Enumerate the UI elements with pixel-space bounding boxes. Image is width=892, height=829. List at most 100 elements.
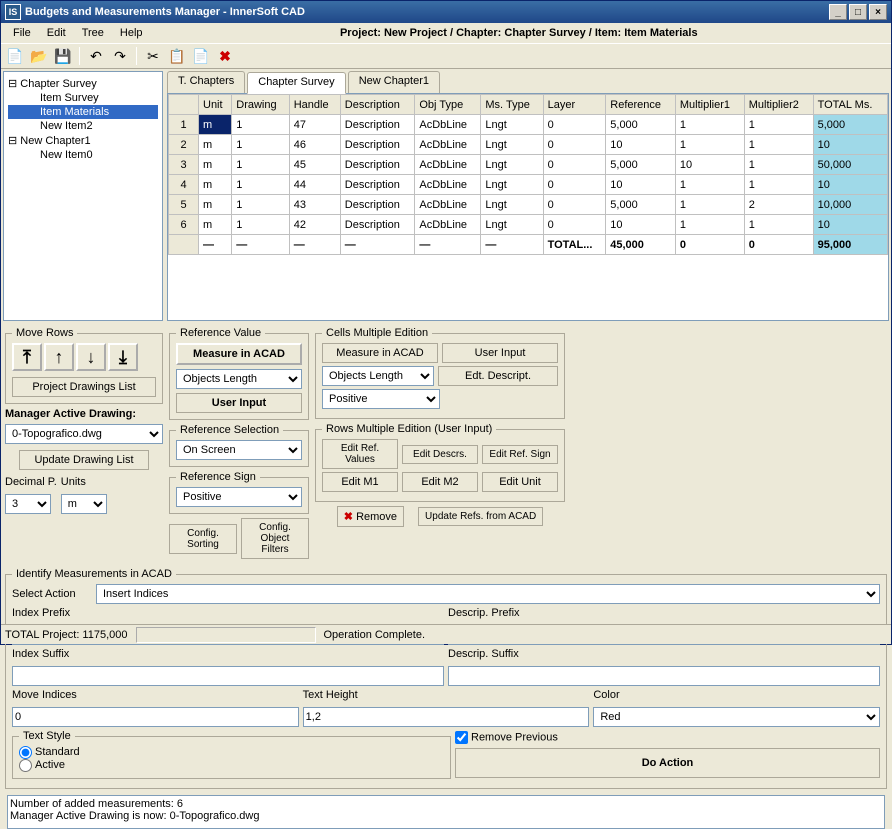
- descrip-prefix-label: Descrip. Prefix: [448, 607, 880, 619]
- edit-descrs-button[interactable]: Edit Descrs.: [402, 445, 478, 464]
- objects-length-select[interactable]: Objects Length: [176, 369, 302, 389]
- col-reference[interactable]: Reference: [606, 95, 676, 115]
- tab-new-chapter1[interactable]: New Chapter1: [348, 71, 440, 93]
- col-drawing[interactable]: Drawing: [232, 95, 289, 115]
- color-select[interactable]: Red: [593, 707, 880, 727]
- col-ms-type[interactable]: Ms. Type: [481, 95, 543, 115]
- tab-t-chapters[interactable]: T. Chapters: [167, 71, 245, 93]
- identify-legend: Identify Measurements in ACAD: [12, 568, 176, 580]
- update-drawing-list-button[interactable]: Update Drawing List: [19, 450, 149, 470]
- edit-m1-button[interactable]: Edit M1: [322, 472, 398, 492]
- cells-user-input-button[interactable]: User Input: [442, 343, 558, 363]
- new-icon[interactable]: 📄: [5, 46, 25, 66]
- text-height-input[interactable]: [303, 707, 590, 727]
- edit-m2-button[interactable]: Edit M2: [402, 472, 478, 492]
- active-radio[interactable]: Active: [19, 759, 65, 771]
- update-refs-acad-button[interactable]: Update Refs. from ACAD: [418, 507, 543, 526]
- config-object-filters-button[interactable]: Config. Object Filters: [241, 518, 309, 559]
- save-icon[interactable]: 💾: [53, 46, 73, 66]
- active-drawing-select[interactable]: 0-Topografico.dwg: [5, 424, 163, 444]
- tree-node-new-item2[interactable]: New Item2: [8, 119, 158, 133]
- select-action-select[interactable]: Insert Indices: [96, 584, 880, 604]
- close-button[interactable]: ×: [869, 4, 887, 20]
- config-sorting-button[interactable]: Config. Sorting: [169, 524, 237, 554]
- reference-sign-select[interactable]: Positive: [176, 487, 302, 507]
- tab-chapter-survey[interactable]: Chapter Survey: [247, 72, 345, 94]
- status-progress: [136, 627, 316, 643]
- status-bar: TOTAL Project: 1175,000 Operation Comple…: [1, 624, 891, 644]
- text-style-group: Text Style Standard Active: [12, 730, 451, 779]
- table-row[interactable]: 2m146DescriptionAcDbLineLngt0101110: [169, 135, 888, 155]
- cells-positive-select[interactable]: Positive: [322, 389, 440, 409]
- table-row[interactable]: 3m145DescriptionAcDbLineLngt05,00010150,…: [169, 155, 888, 175]
- decimal-p-label: Decimal P.: [5, 476, 57, 488]
- edit-unit-button[interactable]: Edit Unit: [482, 472, 558, 492]
- index-prefix-label: Index Prefix: [12, 607, 444, 619]
- tree-node-item-survey[interactable]: Item Survey: [8, 91, 158, 105]
- move-indices-input[interactable]: [12, 707, 299, 727]
- tree-node-chapter-survey[interactable]: Chapter Survey: [8, 76, 158, 91]
- decimal-p-select[interactable]: 3: [5, 494, 51, 514]
- menu-help[interactable]: Help: [112, 25, 151, 41]
- reference-selection-select[interactable]: On Screen: [176, 440, 302, 460]
- tree-node-item-materials[interactable]: Item Materials: [8, 105, 158, 119]
- tree-view[interactable]: Chapter Survey Item Survey Item Material…: [3, 71, 163, 321]
- status-operation: Operation Complete.: [324, 629, 426, 641]
- move-bottom-button[interactable]: ⤓: [108, 343, 138, 371]
- project-path-label: Project: New Project / Chapter: Chapter …: [151, 25, 887, 41]
- menu-edit[interactable]: Edit: [39, 25, 74, 41]
- cells-measure-acad-button[interactable]: Measure in ACAD: [322, 343, 438, 363]
- table-row[interactable]: 4m144DescriptionAcDbLineLngt0101110: [169, 175, 888, 195]
- col-layer[interactable]: Layer: [543, 95, 606, 115]
- edit-descript-button[interactable]: Edt. Descript.: [438, 366, 558, 386]
- edit-ref-sign-button[interactable]: Edit Ref. Sign: [482, 445, 558, 464]
- col-multiplier1[interactable]: Multiplier1: [675, 95, 744, 115]
- do-action-button[interactable]: Do Action: [455, 748, 880, 778]
- tree-node-new-chapter1[interactable]: New Chapter1: [8, 133, 158, 148]
- move-up-button[interactable]: ↑: [44, 343, 74, 371]
- redo-icon[interactable]: ↷: [110, 46, 130, 66]
- move-top-button[interactable]: ⤒: [12, 343, 42, 371]
- col-handle[interactable]: Handle: [289, 95, 340, 115]
- table-row[interactable]: 5m143DescriptionAcDbLineLngt05,0001210,0…: [169, 195, 888, 215]
- col-obj-type[interactable]: Obj Type: [415, 95, 481, 115]
- col-unit[interactable]: Unit: [199, 95, 232, 115]
- paste-icon[interactable]: 📄: [191, 46, 211, 66]
- edit-ref-values-button[interactable]: Edit Ref. Values: [322, 439, 398, 469]
- identify-measurements-group: Identify Measurements in ACAD Select Act…: [5, 568, 887, 789]
- undo-icon[interactable]: ↶: [86, 46, 106, 66]
- user-input-button[interactable]: User Input: [176, 393, 302, 413]
- data-grid[interactable]: Unit Drawing Handle Description Obj Type…: [167, 93, 889, 321]
- tree-node-new-item0[interactable]: New Item0: [8, 148, 158, 162]
- remove-button[interactable]: ✖ Remove: [337, 506, 404, 527]
- move-down-button[interactable]: ↓: [76, 343, 106, 371]
- table-row[interactable]: 6m142DescriptionAcDbLineLngt0101110: [169, 215, 888, 235]
- remove-previous-checkbox[interactable]: Remove Previous: [455, 731, 880, 744]
- col-multiplier2[interactable]: Multiplier2: [744, 95, 813, 115]
- units-select[interactable]: m: [61, 494, 107, 514]
- standard-radio[interactable]: Standard: [19, 746, 80, 758]
- menu-file[interactable]: File: [5, 25, 39, 41]
- project-drawings-list-button[interactable]: Project Drawings List: [12, 377, 156, 397]
- maximize-button[interactable]: □: [849, 4, 867, 20]
- tab-strip: T. Chapters Chapter Survey New Chapter1: [167, 71, 889, 93]
- descrip-suffix-input[interactable]: [448, 666, 880, 686]
- col-description[interactable]: Description: [340, 95, 415, 115]
- copy-icon[interactable]: 📋: [167, 46, 187, 66]
- cut-icon[interactable]: ✂: [143, 46, 163, 66]
- table-row[interactable]: 1m147DescriptionAcDbLineLngt05,000115,00…: [169, 115, 888, 135]
- menu-tree[interactable]: Tree: [74, 25, 112, 41]
- menu-bar: File Edit Tree Help Project: New Project…: [1, 23, 891, 43]
- window-title: Budgets and Measurements Manager - Inner…: [25, 6, 829, 18]
- cells-objects-length-select[interactable]: Objects Length: [322, 366, 434, 386]
- measure-in-acad-button[interactable]: Measure in ACAD: [176, 343, 302, 365]
- delete-icon[interactable]: ✖: [215, 46, 235, 66]
- open-icon[interactable]: 📂: [29, 46, 49, 66]
- minimize-button[interactable]: _: [829, 4, 847, 20]
- toolbar: 📄 📂 💾 ↶ ↷ ✂ 📋 📄 ✖: [1, 43, 891, 69]
- status-total: TOTAL Project: 1175,000: [5, 629, 128, 641]
- manager-active-drawing-label: Manager Active Drawing:: [5, 408, 136, 420]
- app-icon: IS: [5, 4, 21, 20]
- col-total-ms[interactable]: TOTAL Ms.: [813, 95, 887, 115]
- index-suffix-input[interactable]: [12, 666, 444, 686]
